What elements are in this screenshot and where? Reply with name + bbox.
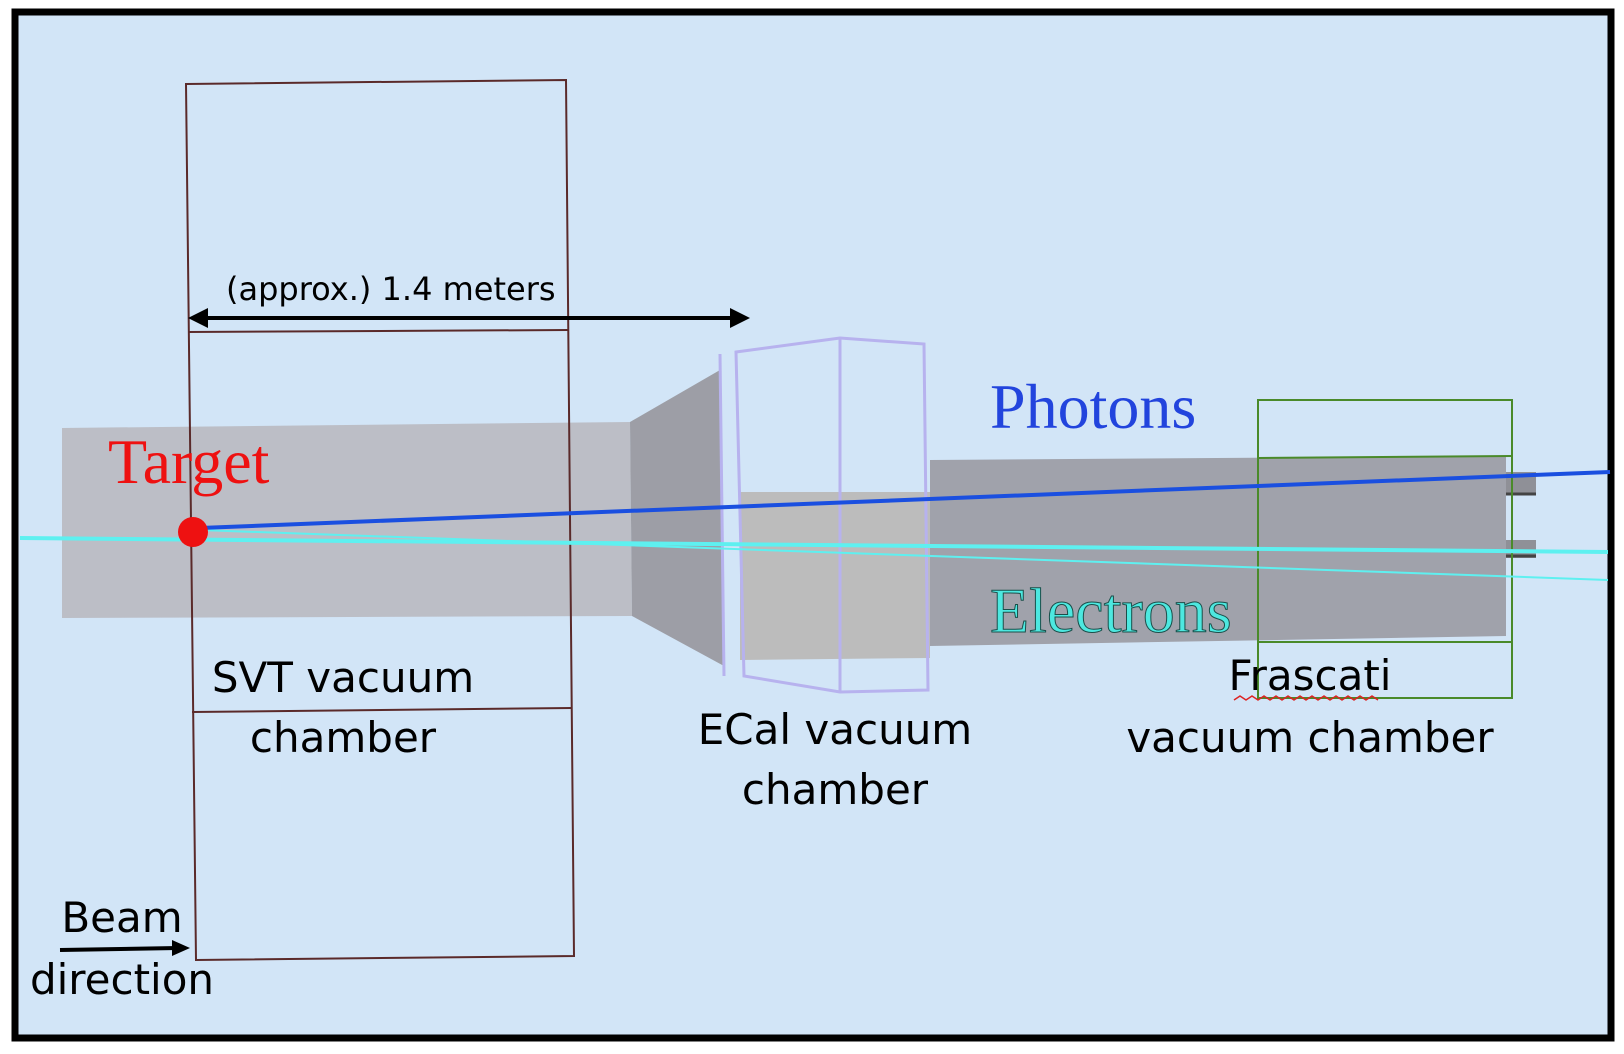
target-marker [178, 517, 208, 547]
electrons-label: Electrons [990, 575, 1232, 646]
dimension-arrow [188, 308, 750, 328]
dimension-label: (approx.) 1.4 meters [226, 270, 556, 308]
flare-section [630, 370, 724, 666]
beam-label-line2: direction [30, 955, 214, 1004]
electron-track-1 [19, 536, 1609, 554]
frascati-chamber-outline [1257, 399, 1513, 699]
svt-label-line1: SVT vacuum [212, 653, 474, 702]
ecal-label-line1: ECal vacuum [698, 705, 972, 754]
frascati-label-line2: vacuum chamber [1126, 713, 1494, 762]
ecal-label-line2: chamber [742, 765, 929, 814]
beam-direction-arrow [59, 940, 190, 956]
downstream-pipe [930, 456, 1506, 646]
svt-pipe-section [62, 422, 632, 618]
target-label: Target [108, 426, 270, 497]
pipe-end-cap-bottom [1506, 540, 1536, 558]
electron-track-2 [199, 529, 1609, 581]
beam-pipe [62, 370, 1536, 666]
photons-label: Photons [990, 371, 1196, 442]
photon-track [199, 470, 1611, 530]
beam-label-line1: Beam [61, 893, 182, 942]
svt-label-line2: chamber [250, 713, 437, 762]
ecal-pipe-inner [740, 492, 930, 660]
frascati-label-line1: Frascati [1229, 651, 1392, 700]
svt-chamber-outline [184, 78, 576, 962]
ecal-chamber-outline [718, 336, 930, 694]
electron-tracks [19, 529, 1609, 581]
spellcheck-underline [1233, 695, 1379, 701]
